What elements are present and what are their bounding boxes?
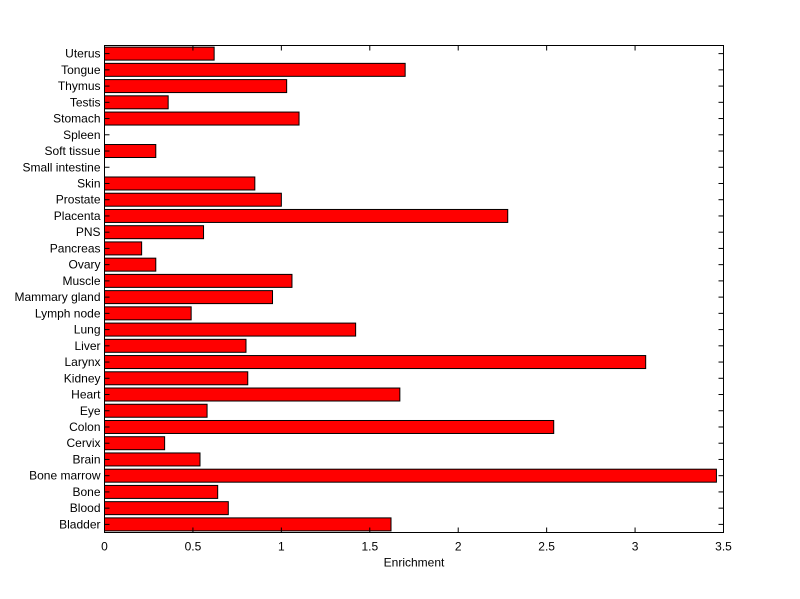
y-tick-label: Kidney <box>64 371 101 385</box>
y-tick-label: Uterus <box>65 47 100 61</box>
x-tick-label: 3 <box>632 540 639 554</box>
bar-cervix <box>104 436 166 451</box>
y-tick-label: Larynx <box>64 355 100 369</box>
y-tick-label: Lymph node <box>35 306 101 320</box>
y-tick-label: Heart <box>71 388 101 402</box>
bar-prostate <box>104 192 282 207</box>
bar-skin <box>104 176 256 191</box>
x-axis-label: Enrichment <box>384 556 445 570</box>
plot-frame <box>104 45 724 533</box>
y-ticks-group <box>104 53 724 525</box>
bar-uterus <box>104 46 215 61</box>
bar-soft-tissue <box>104 144 157 159</box>
bar-ovary <box>104 257 157 272</box>
y-tick-label: Skin <box>77 176 100 190</box>
y-tick-label: Mammary gland <box>14 290 100 304</box>
y-tick-label: Brain <box>72 452 100 466</box>
x-tick-label: 0.5 <box>185 540 202 554</box>
bar-mammary-gland <box>104 290 274 305</box>
x-tick-label: 2.5 <box>538 540 555 554</box>
y-tick-label: Muscle <box>62 274 100 288</box>
y-tick-label: Liver <box>74 339 100 353</box>
y-tick-labels-group: Bladder Blood Bone Bone marrow Brain Cervix Co… <box>14 47 101 532</box>
bar-blood <box>104 501 229 516</box>
y-tick-label: PNS <box>76 225 101 239</box>
bar-eye <box>104 403 208 418</box>
bar-stomach <box>104 111 300 126</box>
y-tick-label: Bone <box>72 485 100 499</box>
y-tick-label: Thymus <box>58 79 101 93</box>
y-tick-label: Placenta <box>54 209 101 223</box>
bar-larynx <box>104 355 647 370</box>
y-tick-label: Testis <box>70 95 101 109</box>
y-tick-label: Bladder <box>59 517 100 531</box>
y-tick-label: Small intestine <box>22 160 100 174</box>
bar-pancreas <box>104 241 143 256</box>
bar-lymph-node <box>104 306 192 321</box>
bar-placenta <box>104 208 509 223</box>
bar-thymus <box>104 79 288 94</box>
bar-kidney <box>104 371 249 386</box>
y-tick-label: Bone marrow <box>29 469 101 483</box>
bar-bone <box>104 484 219 499</box>
bar-tongue <box>104 62 406 77</box>
y-tick-label: Prostate <box>56 193 101 207</box>
bars-group <box>104 46 717 532</box>
y-tick-label: Eye <box>80 404 101 418</box>
y-tick-label: Blood <box>70 501 101 515</box>
x-tick-label: 1.5 <box>361 540 378 554</box>
x-tick-labels-group: 0 0.5 1 1.5 2 2.5 3 3.5 <box>101 540 732 554</box>
bar-colon <box>104 419 555 434</box>
bar-brain <box>104 452 201 467</box>
y-tick-label: Spleen <box>63 128 100 142</box>
bar-muscle <box>104 273 293 288</box>
bar-pns <box>104 225 205 240</box>
x-tick-label: 0 <box>101 540 108 554</box>
y-tick-label: Cervix <box>66 436 100 450</box>
x-tick-label: 3.5 <box>715 540 732 554</box>
y-tick-label: Lung <box>74 323 101 337</box>
bar-liver <box>104 338 247 353</box>
y-tick-label: Tongue <box>61 63 101 77</box>
x-tick-label: 2 <box>455 540 462 554</box>
bar-bladder <box>104 517 392 532</box>
y-tick-label: Colon <box>69 420 100 434</box>
bar-lung <box>104 322 357 337</box>
y-tick-label: Pancreas <box>50 241 101 255</box>
y-tick-label: Ovary <box>68 258 100 272</box>
y-tick-label: Stomach <box>53 112 100 126</box>
bar-heart <box>104 387 401 402</box>
y-tick-label: Soft tissue <box>44 144 100 158</box>
bar-testis <box>104 95 169 110</box>
bar-bone-marrow <box>104 468 717 483</box>
x-tick-label: 1 <box>278 540 285 554</box>
